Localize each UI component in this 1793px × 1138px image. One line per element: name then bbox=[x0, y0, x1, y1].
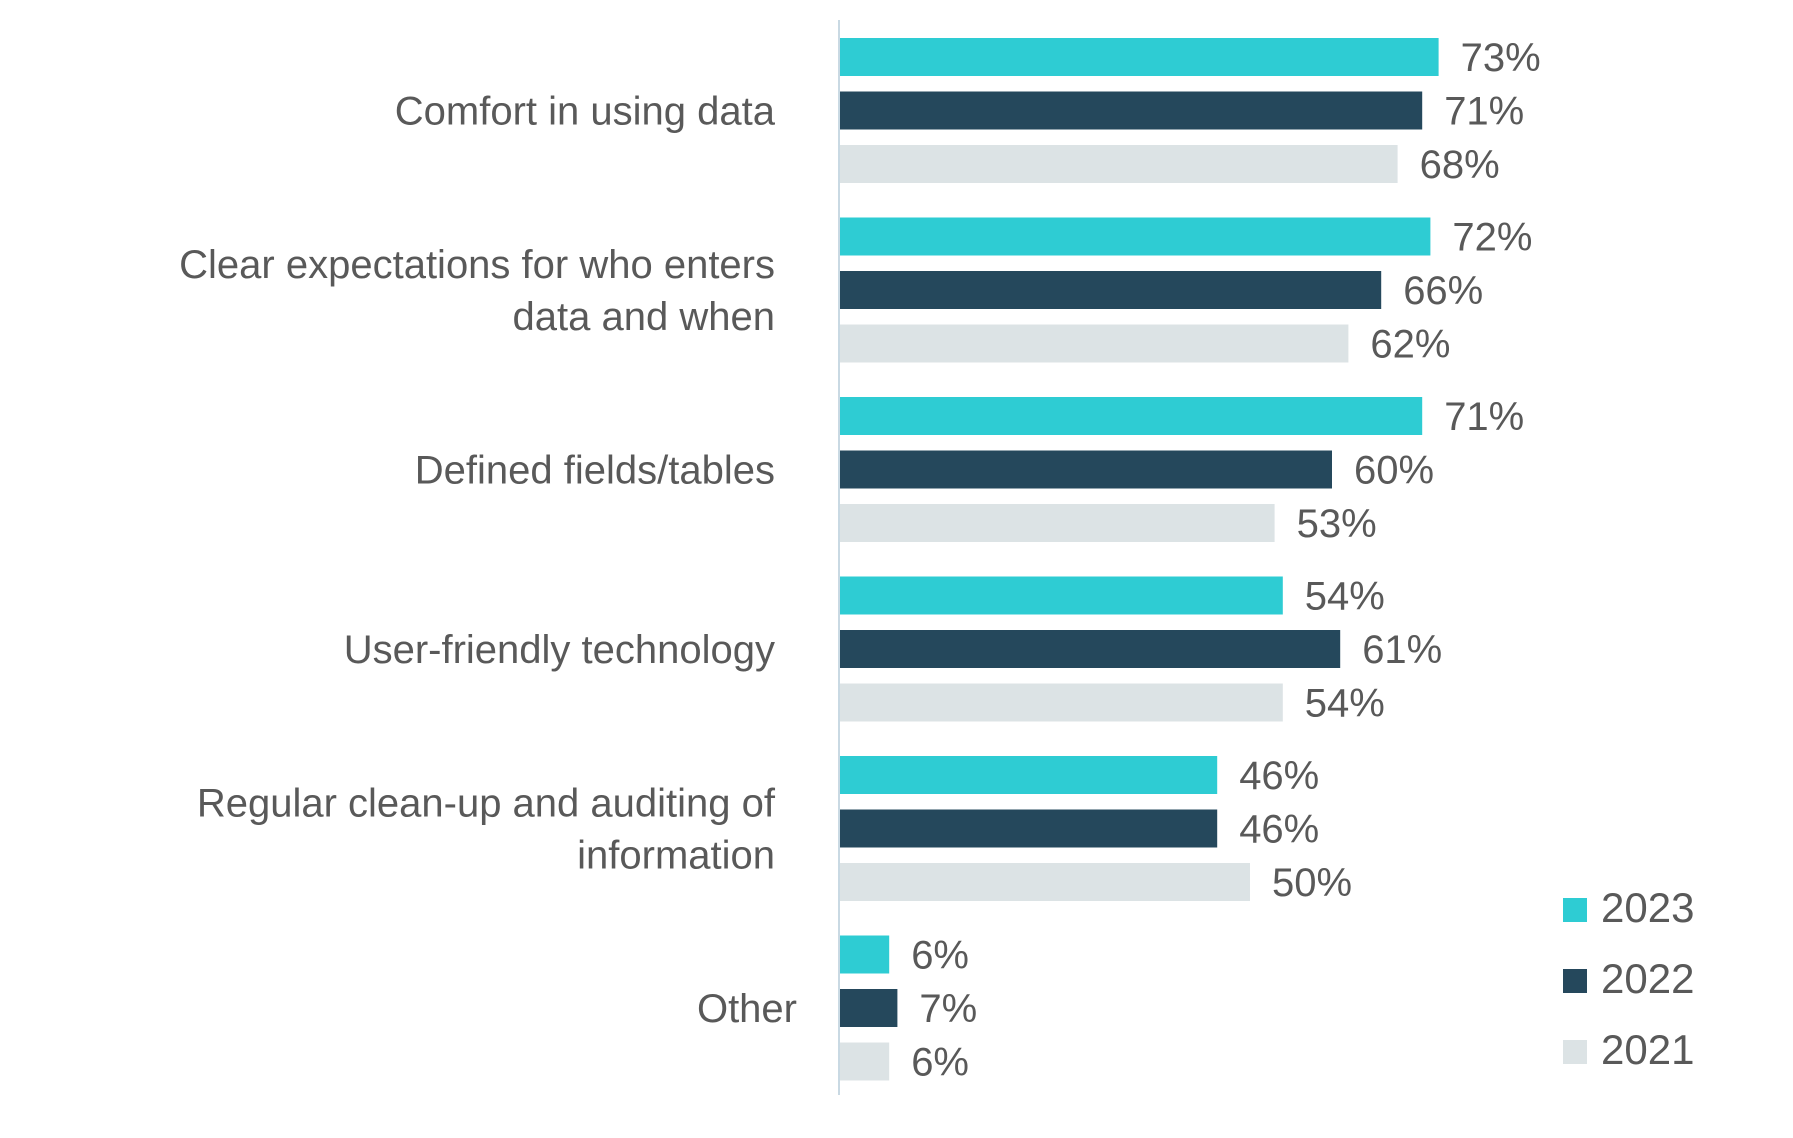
value-label-2021-3: 54% bbox=[1305, 682, 1385, 726]
legend-swatch-2022 bbox=[1563, 969, 1587, 993]
value-label-2023-3: 54% bbox=[1305, 575, 1385, 619]
bar-2023-5 bbox=[840, 935, 890, 974]
value-label-2021-5: 6% bbox=[911, 1041, 969, 1085]
bar-2021-1 bbox=[840, 324, 1349, 363]
category-label-0-0: Comfort in using data bbox=[395, 90, 776, 134]
bar-2022-3 bbox=[840, 630, 1341, 668]
bar-2022-2 bbox=[840, 450, 1332, 489]
value-label-2023-0: 73% bbox=[1461, 36, 1541, 80]
legend: 2023 2022 2021 bbox=[1563, 884, 1694, 1073]
bar-2022-4 bbox=[840, 809, 1218, 848]
value-labels-group: 73%71%68%72%66%62%71%60%53%54%61%54%46%4… bbox=[911, 36, 1540, 1085]
value-label-2023-5: 6% bbox=[911, 934, 969, 978]
value-label-2021-0: 68% bbox=[1420, 143, 1500, 187]
value-label-2023-4: 46% bbox=[1239, 754, 1319, 798]
bar-2022-1 bbox=[840, 271, 1382, 309]
value-label-2022-2: 60% bbox=[1354, 449, 1434, 493]
bar-2023-0 bbox=[840, 38, 1439, 76]
value-label-2023-1: 72% bbox=[1452, 216, 1532, 260]
category-labels-group: Comfort in using data Clear expectations … bbox=[179, 90, 797, 1032]
bar-2023-3 bbox=[840, 576, 1283, 615]
legend-label-2022: 2022 bbox=[1601, 955, 1694, 1002]
bar-2022-5 bbox=[840, 989, 898, 1027]
bar-2023-1 bbox=[840, 217, 1431, 256]
bar-2021-0 bbox=[840, 145, 1398, 183]
category-label-2-0: Defined fields/tables bbox=[415, 449, 775, 493]
value-label-2021-1: 62% bbox=[1370, 323, 1450, 367]
value-label-2022-1: 66% bbox=[1403, 269, 1483, 313]
legend-label-2021: 2021 bbox=[1601, 1026, 1694, 1073]
value-label-2022-0: 71% bbox=[1444, 90, 1524, 134]
category-label-4-0: Regular clean-up and auditing of bbox=[197, 782, 776, 826]
category-label-4-1: information bbox=[577, 834, 775, 878]
legend-label-2023: 2023 bbox=[1601, 884, 1694, 931]
bars-group bbox=[840, 38, 1439, 1081]
bar-2021-5 bbox=[840, 1042, 890, 1081]
value-label-2022-4: 46% bbox=[1239, 808, 1319, 852]
value-label-2021-4: 50% bbox=[1272, 861, 1352, 905]
legend-swatch-2021 bbox=[1563, 1040, 1587, 1064]
value-label-2022-5: 7% bbox=[919, 987, 977, 1031]
bar-2021-4 bbox=[840, 863, 1250, 901]
bar-2023-4 bbox=[840, 756, 1218, 794]
bar-2023-2 bbox=[840, 397, 1423, 435]
value-label-2023-2: 71% bbox=[1444, 395, 1524, 439]
category-label-5-0: Other bbox=[697, 987, 797, 1031]
legend-swatch-2023 bbox=[1563, 898, 1587, 922]
category-label-3-0: User-friendly technology bbox=[344, 628, 775, 672]
bar-2021-3 bbox=[840, 683, 1283, 722]
category-label-1-1: data and when bbox=[513, 295, 775, 339]
value-label-2021-2: 53% bbox=[1297, 502, 1377, 546]
bar-2021-2 bbox=[840, 504, 1275, 542]
category-label-1-0: Clear expectations for who enters bbox=[179, 243, 775, 287]
bar-2022-0 bbox=[840, 91, 1423, 130]
value-label-2022-3: 61% bbox=[1362, 628, 1442, 672]
